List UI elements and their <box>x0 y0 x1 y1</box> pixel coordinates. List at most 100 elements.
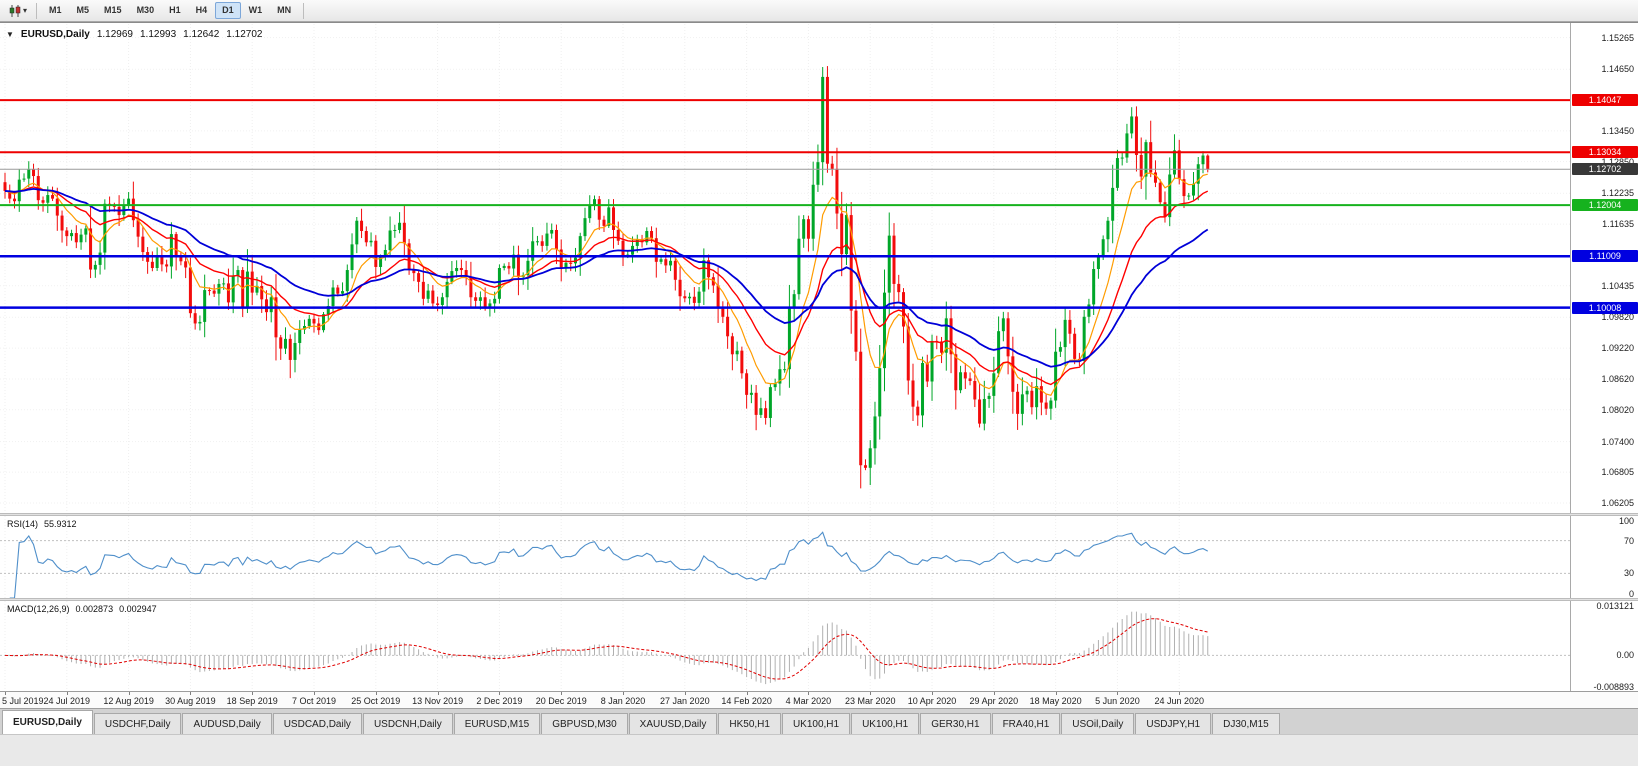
main-price-pane[interactable] <box>0 24 1570 513</box>
chart-tab-ger30-h1[interactable]: GER30,H1 <box>920 713 991 734</box>
chart-tab-usoil-daily[interactable]: USOil,Daily <box>1061 713 1135 734</box>
date-label: 27 Jan 2020 <box>660 696 710 706</box>
toolbar-separator <box>303 2 305 19</box>
tf-button-m30[interactable]: M30 <box>136 5 155 15</box>
date-label: 23 Mar 2020 <box>844 696 896 706</box>
tf-button-m5[interactable]: M5 <box>76 5 90 15</box>
date-tick <box>932 692 934 695</box>
ohlc-open: 1.12969 <box>96 29 133 40</box>
tf-button-d1[interactable]: D1 <box>215 2 241 19</box>
price-axis-label: 1.08020 <box>1601 404 1634 415</box>
chart-tab-dj30-m15[interactable]: DJ30,M15 <box>1212 713 1280 734</box>
price-axis-label: 1.07400 <box>1601 436 1634 447</box>
date-label: 20 Dec 2019 <box>535 696 587 706</box>
price-axis-label: 1.06805 <box>1601 467 1634 478</box>
price-axis-label: 1.09220 <box>1601 343 1634 354</box>
tf-button-h4[interactable]: H4 <box>195 5 208 15</box>
chart-tab-usdchf-daily[interactable]: USDCHF,Daily <box>93 713 182 734</box>
symbol-dropdown-icon[interactable]: ▼ <box>6 30 14 39</box>
macd-signal-line <box>4 618 1208 680</box>
date-axis[interactable]: 5 Jul 2019 24 Jul 2019 12 Aug 2019 30 Aug 2… <box>0 691 1638 708</box>
date-label: 8 Jan 2020 <box>600 696 646 706</box>
date-label: 5 Jul 2019 <box>2 696 44 706</box>
date-label: 7 Oct 2019 <box>291 696 337 706</box>
date-label: 18 May 2020 <box>1029 696 1082 706</box>
chart-tab-audusd-daily[interactable]: AUDUSD,Daily <box>182 713 272 734</box>
date-tick <box>870 692 872 695</box>
rsi-name: RSI(14) <box>7 519 39 529</box>
macd-axis-label: -0.008893 <box>1593 682 1634 692</box>
macd-indicator-label: MACD(12,26,9) 0.002873 0.002947 <box>7 604 157 614</box>
price-axis-label: 1.06205 <box>1601 497 1634 508</box>
chart-tab-usdcnh-daily[interactable]: USDCNH,Daily <box>362 713 453 734</box>
pane-divider[interactable] <box>0 598 1638 601</box>
rsi-value: 55.9312 <box>44 519 77 529</box>
macd-axis-label: 0.013121 <box>1596 601 1634 612</box>
tf-button-w1[interactable]: W1 <box>248 5 263 15</box>
price-axis-label: 1.10435 <box>1601 280 1634 291</box>
caret-down-icon: ▾ <box>23 5 28 15</box>
macd-histogram <box>9 611 1209 685</box>
chart-tab-usdjpy-h1[interactable]: USDJPY,H1 <box>1135 713 1212 734</box>
date-tick <box>66 692 68 695</box>
current-price-badge: 1.12702 <box>1572 163 1638 176</box>
price-axis-label: 1.09820 <box>1601 312 1634 323</box>
tf-button-mn[interactable]: MN <box>277 5 292 15</box>
macd-value-main: 0.002873 <box>75 604 114 614</box>
chart-tab-eurusd-daily[interactable]: EURUSD,Daily <box>2 710 93 734</box>
ohlc-close: 1.12702 <box>226 29 263 40</box>
ma-slow-line <box>4 187 1209 368</box>
pane-divider[interactable] <box>0 513 1638 516</box>
chart-tab-gbpusd-m30[interactable]: GBPUSD,M30 <box>541 713 628 734</box>
date-label: 14 Feb 2020 <box>721 696 772 706</box>
chart-tab-usdcad-daily[interactable]: USDCAD,Daily <box>272 713 362 734</box>
chart-symbol: EURUSD,Daily <box>20 29 90 40</box>
date-label: 30 Aug 2019 <box>165 696 216 706</box>
chart-type-dropdown[interactable]: ▾ <box>4 3 31 19</box>
price-axis-label: 1.13450 <box>1601 125 1634 136</box>
date-label: 2 Dec 2019 <box>476 696 523 706</box>
chart-tab-uk100-h1[interactable]: UK100,H1 <box>781 713 851 734</box>
tf-button-m1[interactable]: M1 <box>49 5 62 15</box>
date-tick <box>252 692 254 695</box>
date-tick <box>684 692 686 695</box>
date-label: 29 Apr 2020 <box>969 696 1019 706</box>
date-tick <box>561 692 563 695</box>
price-axis-label: 1.12850 <box>1601 156 1634 167</box>
chart-tab-xauusd-daily[interactable]: XAUUSD,Daily <box>628 713 718 734</box>
toolbar-separator <box>36 2 38 19</box>
rsi-pane[interactable] <box>0 516 1570 598</box>
candles-layer <box>3 66 1210 489</box>
date-tick <box>1179 692 1181 695</box>
rsi-axis-label: 100 <box>1618 516 1634 526</box>
chart-tab-uk100-h1[interactable]: UK100,H1 <box>851 713 920 734</box>
rsi-axis-label: 30 <box>1623 568 1634 579</box>
status-bar <box>0 734 1638 766</box>
chart-tab-fra40-h1[interactable]: FRA40,H1 <box>991 713 1061 734</box>
price-axis-label: 1.11635 <box>1602 219 1634 230</box>
date-tick <box>1055 692 1057 695</box>
price-axis[interactable]: 1.15265 1.14650 1.13450 1.12850 1.12235 1.116… <box>1570 23 1638 692</box>
macd-value-signal: 0.002947 <box>119 604 157 614</box>
ma-mid-line <box>4 186 1209 386</box>
chart-window[interactable]: ▼ EURUSD,Daily 1.12969 1.12993 1.12642 1… <box>0 22 1638 708</box>
date-tick <box>623 692 625 695</box>
price-axis-label: 1.08620 <box>1601 373 1634 384</box>
date-tick <box>746 692 748 695</box>
tf-button-m15[interactable]: M15 <box>104 5 122 15</box>
rsi-indicator-label: RSI(14) 55.9312 <box>7 519 77 529</box>
tf-button-h1[interactable]: H1 <box>169 5 181 15</box>
date-tick <box>499 692 501 695</box>
date-label: 24 Jul 2019 <box>43 696 91 706</box>
date-label: 18 Sep 2019 <box>226 696 278 706</box>
chart-tab-eurusd-m15[interactable]: EURUSD,M15 <box>453 713 541 734</box>
timeframe-buttons: M1 M5 M15 M30 H1 H4 D1 W1 MN <box>42 2 298 19</box>
candlestick-chart-icon <box>9 4 21 17</box>
rsi-line <box>9 531 1209 598</box>
macd-name: MACD(12,26,9) <box>7 604 70 614</box>
level-price-badge: 1.10008 <box>1572 301 1638 314</box>
date-label: 25 Oct 2019 <box>351 696 401 706</box>
chart-tab-hk50-h1[interactable]: HK50,H1 <box>718 713 781 734</box>
macd-pane[interactable] <box>0 601 1570 691</box>
